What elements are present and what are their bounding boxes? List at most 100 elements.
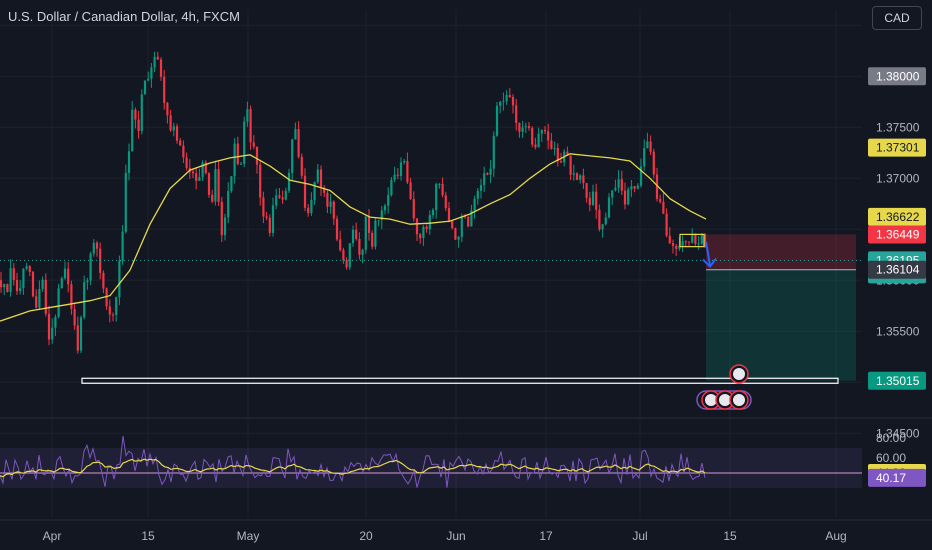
candle-body [515, 105, 518, 123]
candle-body [444, 195, 447, 209]
candle-body [662, 201, 665, 214]
candle-body [422, 226, 425, 239]
candle-body [79, 317, 83, 351]
candle-body [214, 169, 217, 202]
rsi-value-tag [868, 468, 926, 487]
candle-body [271, 205, 275, 233]
ma-price-tag [868, 138, 926, 157]
rsi-line [0, 435, 706, 488]
candle-body [595, 191, 598, 210]
candle-body [566, 151, 569, 156]
candle-body [617, 179, 620, 188]
candle-body [38, 288, 41, 308]
candle-body [393, 174, 396, 180]
candle-body [163, 76, 166, 103]
candle-body [172, 126, 175, 131]
candle-body [195, 173, 198, 181]
candle-body [121, 231, 124, 261]
time-tick-label: 20 [359, 529, 373, 543]
candle-body [703, 233, 707, 247]
candle-body [479, 185, 483, 191]
candle-body [332, 201, 335, 219]
candle-body [502, 101, 505, 103]
time-axis: Apr 15 May 20 Jun 17 Jul 15 Aug [0, 519, 932, 543]
candle-body [73, 308, 76, 326]
candle-body [380, 210, 383, 221]
candle-body [147, 78, 150, 81]
candle-body [521, 127, 524, 132]
candle-body [22, 268, 25, 289]
candle-body [569, 155, 572, 175]
candle-body [89, 253, 92, 281]
candle-body [646, 141, 649, 149]
currency-button[interactable]: CAD [872, 6, 922, 30]
us-flag-icon-inner [733, 394, 745, 406]
candle-body [329, 201, 332, 207]
position-zones [706, 234, 856, 381]
candle-body [454, 228, 457, 240]
candle-body [335, 218, 339, 240]
candle-body [550, 140, 553, 149]
candle-body [211, 194, 214, 202]
moving-average-layer [0, 153, 707, 322]
candle-body [473, 198, 476, 211]
candle-layer [0, 51, 707, 354]
candle-body [470, 210, 473, 227]
candle-body [700, 233, 703, 244]
candle-body [217, 169, 220, 202]
candle-body [553, 148, 556, 150]
candle-body [137, 119, 140, 132]
candle-body [316, 169, 319, 183]
candle-body [355, 229, 358, 239]
time-tick-label: 15 [141, 529, 155, 543]
candle-body [268, 217, 271, 233]
candle-body [300, 156, 303, 176]
stop-price-tag-label: 1.36449 [876, 228, 920, 242]
candle-body [345, 260, 348, 268]
candle-body [326, 192, 329, 207]
candle-body [169, 115, 172, 131]
candle-body [313, 182, 316, 200]
price-tick-label: 1.37000 [876, 171, 920, 185]
candle-body [278, 195, 281, 198]
candle-body [102, 272, 105, 289]
candle-body [307, 207, 310, 214]
candle-body [191, 171, 195, 174]
candle-body [627, 189, 630, 205]
candle-body [367, 216, 371, 233]
candle-body [351, 229, 355, 244]
candle-body [201, 162, 204, 178]
round-price-tag-label: 1.38000 [876, 69, 920, 83]
candle-body [671, 243, 675, 246]
candle-body [127, 151, 131, 173]
candle-body [236, 143, 239, 164]
candle-body [415, 218, 419, 235]
candle-body [524, 126, 527, 128]
candle-body [649, 141, 652, 152]
candle-body [495, 105, 499, 136]
candle-body [57, 288, 60, 317]
candle-body [575, 173, 579, 180]
candle-body [358, 238, 361, 255]
candle-body [684, 241, 687, 243]
rsi-panel [0, 435, 862, 488]
time-tick-label: 15 [723, 529, 737, 543]
candle-body [223, 217, 227, 236]
candle-body [659, 198, 662, 202]
candle-body [399, 162, 403, 176]
candle-body [204, 162, 207, 174]
candle-body [131, 109, 134, 152]
candle-body [60, 278, 63, 289]
candle-body [508, 95, 511, 97]
candle-body [249, 109, 252, 143]
candle-body [489, 168, 492, 175]
candle-body [303, 175, 307, 208]
entry-price-tag-label: 1.36104 [876, 263, 920, 277]
candle-body [259, 164, 262, 198]
candle-body [9, 268, 12, 292]
candle-body [438, 183, 441, 185]
candle-body [572, 173, 575, 175]
time-tick-label: Jun [446, 529, 465, 543]
candle-body [665, 213, 668, 236]
